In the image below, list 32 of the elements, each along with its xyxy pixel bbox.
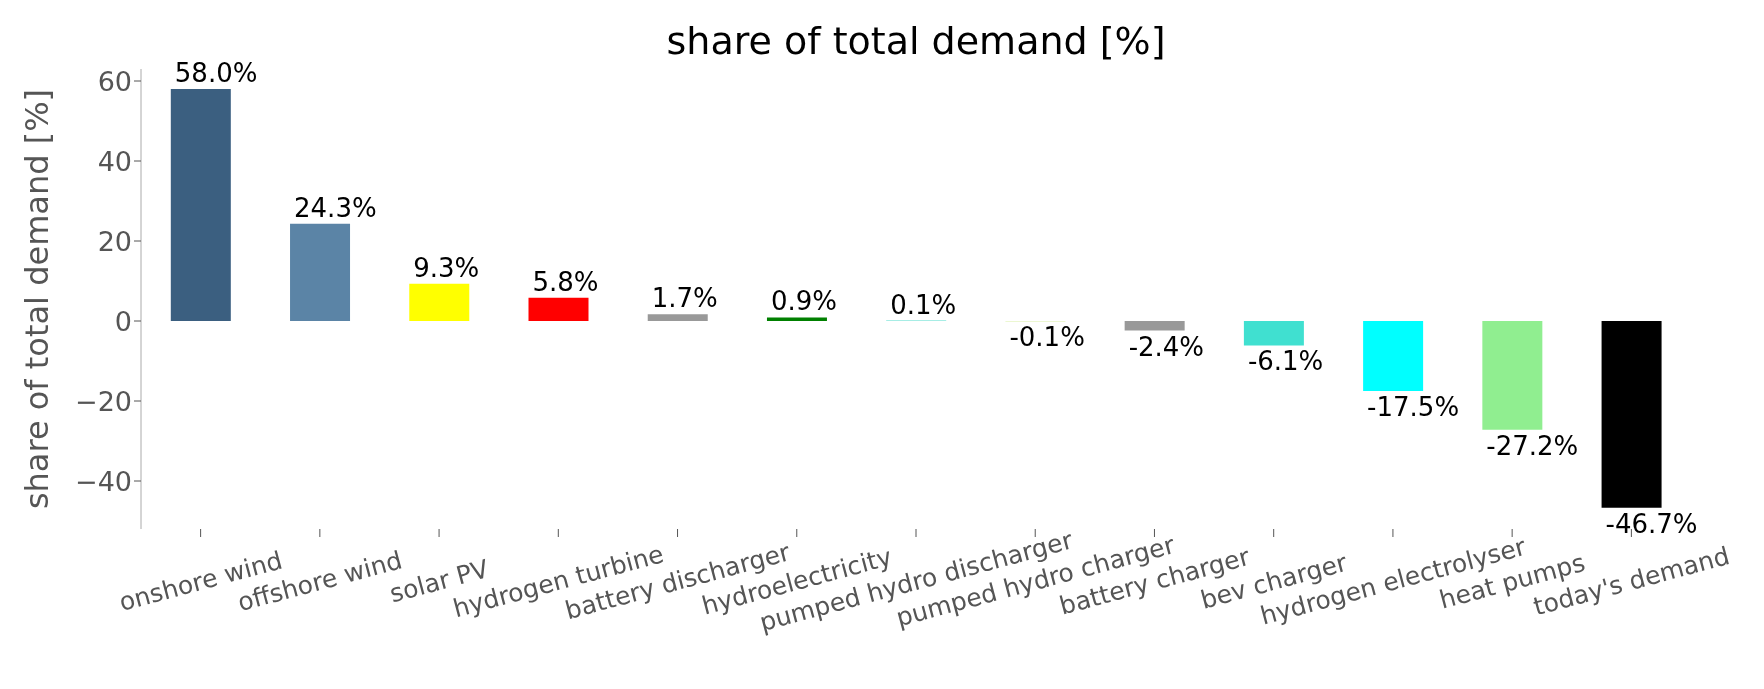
- y-tick-label: 20: [97, 225, 132, 257]
- bar: [409, 283, 470, 321]
- bar: [1243, 321, 1304, 346]
- y-tick-label: −40: [75, 465, 132, 497]
- y-tick-label: 0: [114, 305, 132, 337]
- bar: [1601, 321, 1662, 508]
- data-label: -0.1%: [1009, 322, 1085, 353]
- y-axis-title: share of total demand [%]: [18, 88, 56, 510]
- y-tick-label: 60: [97, 65, 132, 97]
- data-label: 58.0%: [174, 58, 258, 88]
- bar: [647, 314, 708, 321]
- bar: [1124, 321, 1185, 331]
- data-label: 1.7%: [651, 283, 718, 314]
- data-label: 24.3%: [294, 192, 377, 223]
- bar: [1363, 321, 1424, 391]
- data-label: 5.8%: [532, 266, 599, 297]
- data-label: -17.5%: [1367, 392, 1460, 422]
- data-label: -2.4%: [1128, 331, 1205, 362]
- bar: [528, 297, 589, 321]
- bar: [766, 317, 827, 321]
- data-label: 0.9%: [770, 286, 838, 317]
- y-tick-label: −20: [75, 385, 132, 417]
- chart-title: share of total demand [%]: [666, 19, 1166, 63]
- bar: [1482, 321, 1543, 430]
- data-label: 0.1%: [890, 289, 957, 320]
- data-label: -27.2%: [1486, 430, 1579, 461]
- bar: [290, 223, 351, 321]
- data-label: 9.3%: [413, 252, 480, 283]
- data-label: -6.1%: [1247, 346, 1324, 377]
- data-label: -46.7%: [1605, 508, 1698, 539]
- y-tick-label: 40: [97, 145, 132, 177]
- bar: [170, 89, 231, 321]
